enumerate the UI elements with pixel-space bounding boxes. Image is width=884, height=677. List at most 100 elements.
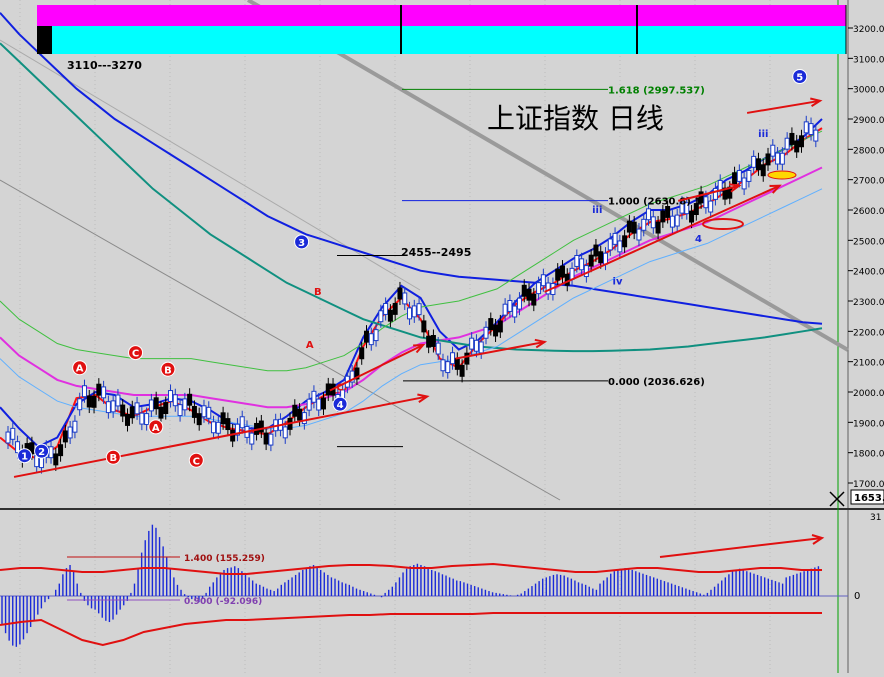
svg-text:4: 4 (695, 234, 702, 245)
price-tick-label: 1800.0 (853, 450, 884, 460)
wave-label: 2 (34, 443, 50, 459)
candle (555, 263, 561, 287)
candle (617, 234, 623, 258)
candle (397, 281, 403, 305)
candle (689, 205, 695, 229)
candle (191, 400, 197, 424)
candle (655, 216, 661, 240)
candle (760, 158, 766, 182)
candle (239, 410, 245, 434)
candle (72, 415, 78, 439)
candle (426, 330, 432, 354)
candle (646, 202, 652, 226)
candle (536, 276, 542, 300)
wave-label: 4 (695, 234, 702, 245)
candle (129, 400, 135, 424)
wave-label: A (72, 360, 88, 376)
candle (220, 406, 226, 430)
wave-label: iii (592, 205, 602, 216)
svg-text:A: A (152, 423, 160, 434)
candle (531, 288, 537, 312)
wave-label: C (336, 382, 343, 393)
candle (512, 299, 518, 324)
candle (292, 399, 298, 423)
candlesticks (5, 115, 819, 474)
svg-text:1: 1 (21, 452, 28, 463)
candle (612, 227, 618, 251)
trend-arrow (13, 393, 430, 478)
candle (320, 391, 326, 416)
candle (469, 332, 475, 356)
candle (440, 353, 446, 377)
trend-arrow (544, 184, 782, 293)
wave-label: A (306, 340, 314, 351)
candle (349, 365, 355, 389)
candle (268, 428, 274, 452)
candle (708, 195, 714, 219)
candle (378, 304, 384, 328)
candle (445, 355, 451, 379)
candle (53, 447, 59, 471)
candle (301, 406, 307, 430)
candle (641, 213, 647, 237)
wave-label: B (160, 361, 176, 377)
candle (574, 249, 580, 273)
price-tick-label: 2700.0 (853, 177, 884, 187)
candle (125, 408, 130, 432)
candle (502, 298, 508, 322)
candle (798, 129, 804, 153)
price-tick-label: 2000.0 (853, 389, 884, 399)
svg-text:iii: iii (758, 129, 768, 140)
price-tick-label: 2400.0 (853, 268, 884, 278)
candle (521, 279, 527, 303)
svg-text:B: B (109, 453, 117, 464)
candle (5, 425, 11, 450)
wave-label: 1 (17, 448, 33, 464)
price-tick-label: 2800.0 (853, 146, 884, 156)
wave-label: B (105, 449, 121, 465)
osc-level-label: 1.400 (155.259) (184, 554, 265, 564)
fib-level-label: 1.618 (2997.537) (608, 85, 705, 96)
candle (62, 424, 68, 448)
svg-text:iii: iii (592, 205, 602, 216)
candle (631, 216, 637, 240)
candle (411, 299, 417, 323)
price-tick-label: 3000.0 (853, 86, 884, 96)
svg-text:iv: iv (613, 276, 623, 287)
candle (488, 312, 494, 336)
candle (187, 388, 193, 412)
candle (751, 150, 757, 174)
candle (497, 314, 503, 338)
candle (559, 260, 565, 284)
candle (450, 346, 456, 370)
price-tick-label: 3100.0 (853, 55, 884, 65)
svg-text:A: A (306, 340, 314, 351)
candle (746, 164, 752, 188)
candle (316, 393, 322, 417)
candle (359, 341, 365, 365)
current-price-text: 1653. (854, 493, 884, 504)
candle (784, 132, 790, 156)
svg-text:B: B (314, 287, 322, 298)
candle (464, 347, 470, 371)
oscillator-bars: 1.400 (155.259) 0.900 (-92.096) (0, 524, 848, 647)
candle (215, 416, 221, 440)
candle (383, 297, 389, 321)
ma-line-ma120 (0, 42, 823, 353)
close-icon[interactable] (829, 491, 845, 507)
price-tick-label: 2900.0 (853, 116, 884, 126)
candle (674, 209, 680, 233)
candle (177, 398, 183, 422)
candle (407, 301, 413, 325)
candle (96, 378, 102, 402)
candle (626, 215, 632, 239)
candle (153, 391, 159, 415)
candle (430, 329, 436, 353)
price-tick-label: 2500.0 (853, 237, 884, 247)
candle (693, 197, 699, 221)
candle (172, 388, 178, 412)
price-axis (848, 0, 884, 673)
svg-text:2: 2 (38, 447, 45, 458)
candle (607, 232, 613, 256)
